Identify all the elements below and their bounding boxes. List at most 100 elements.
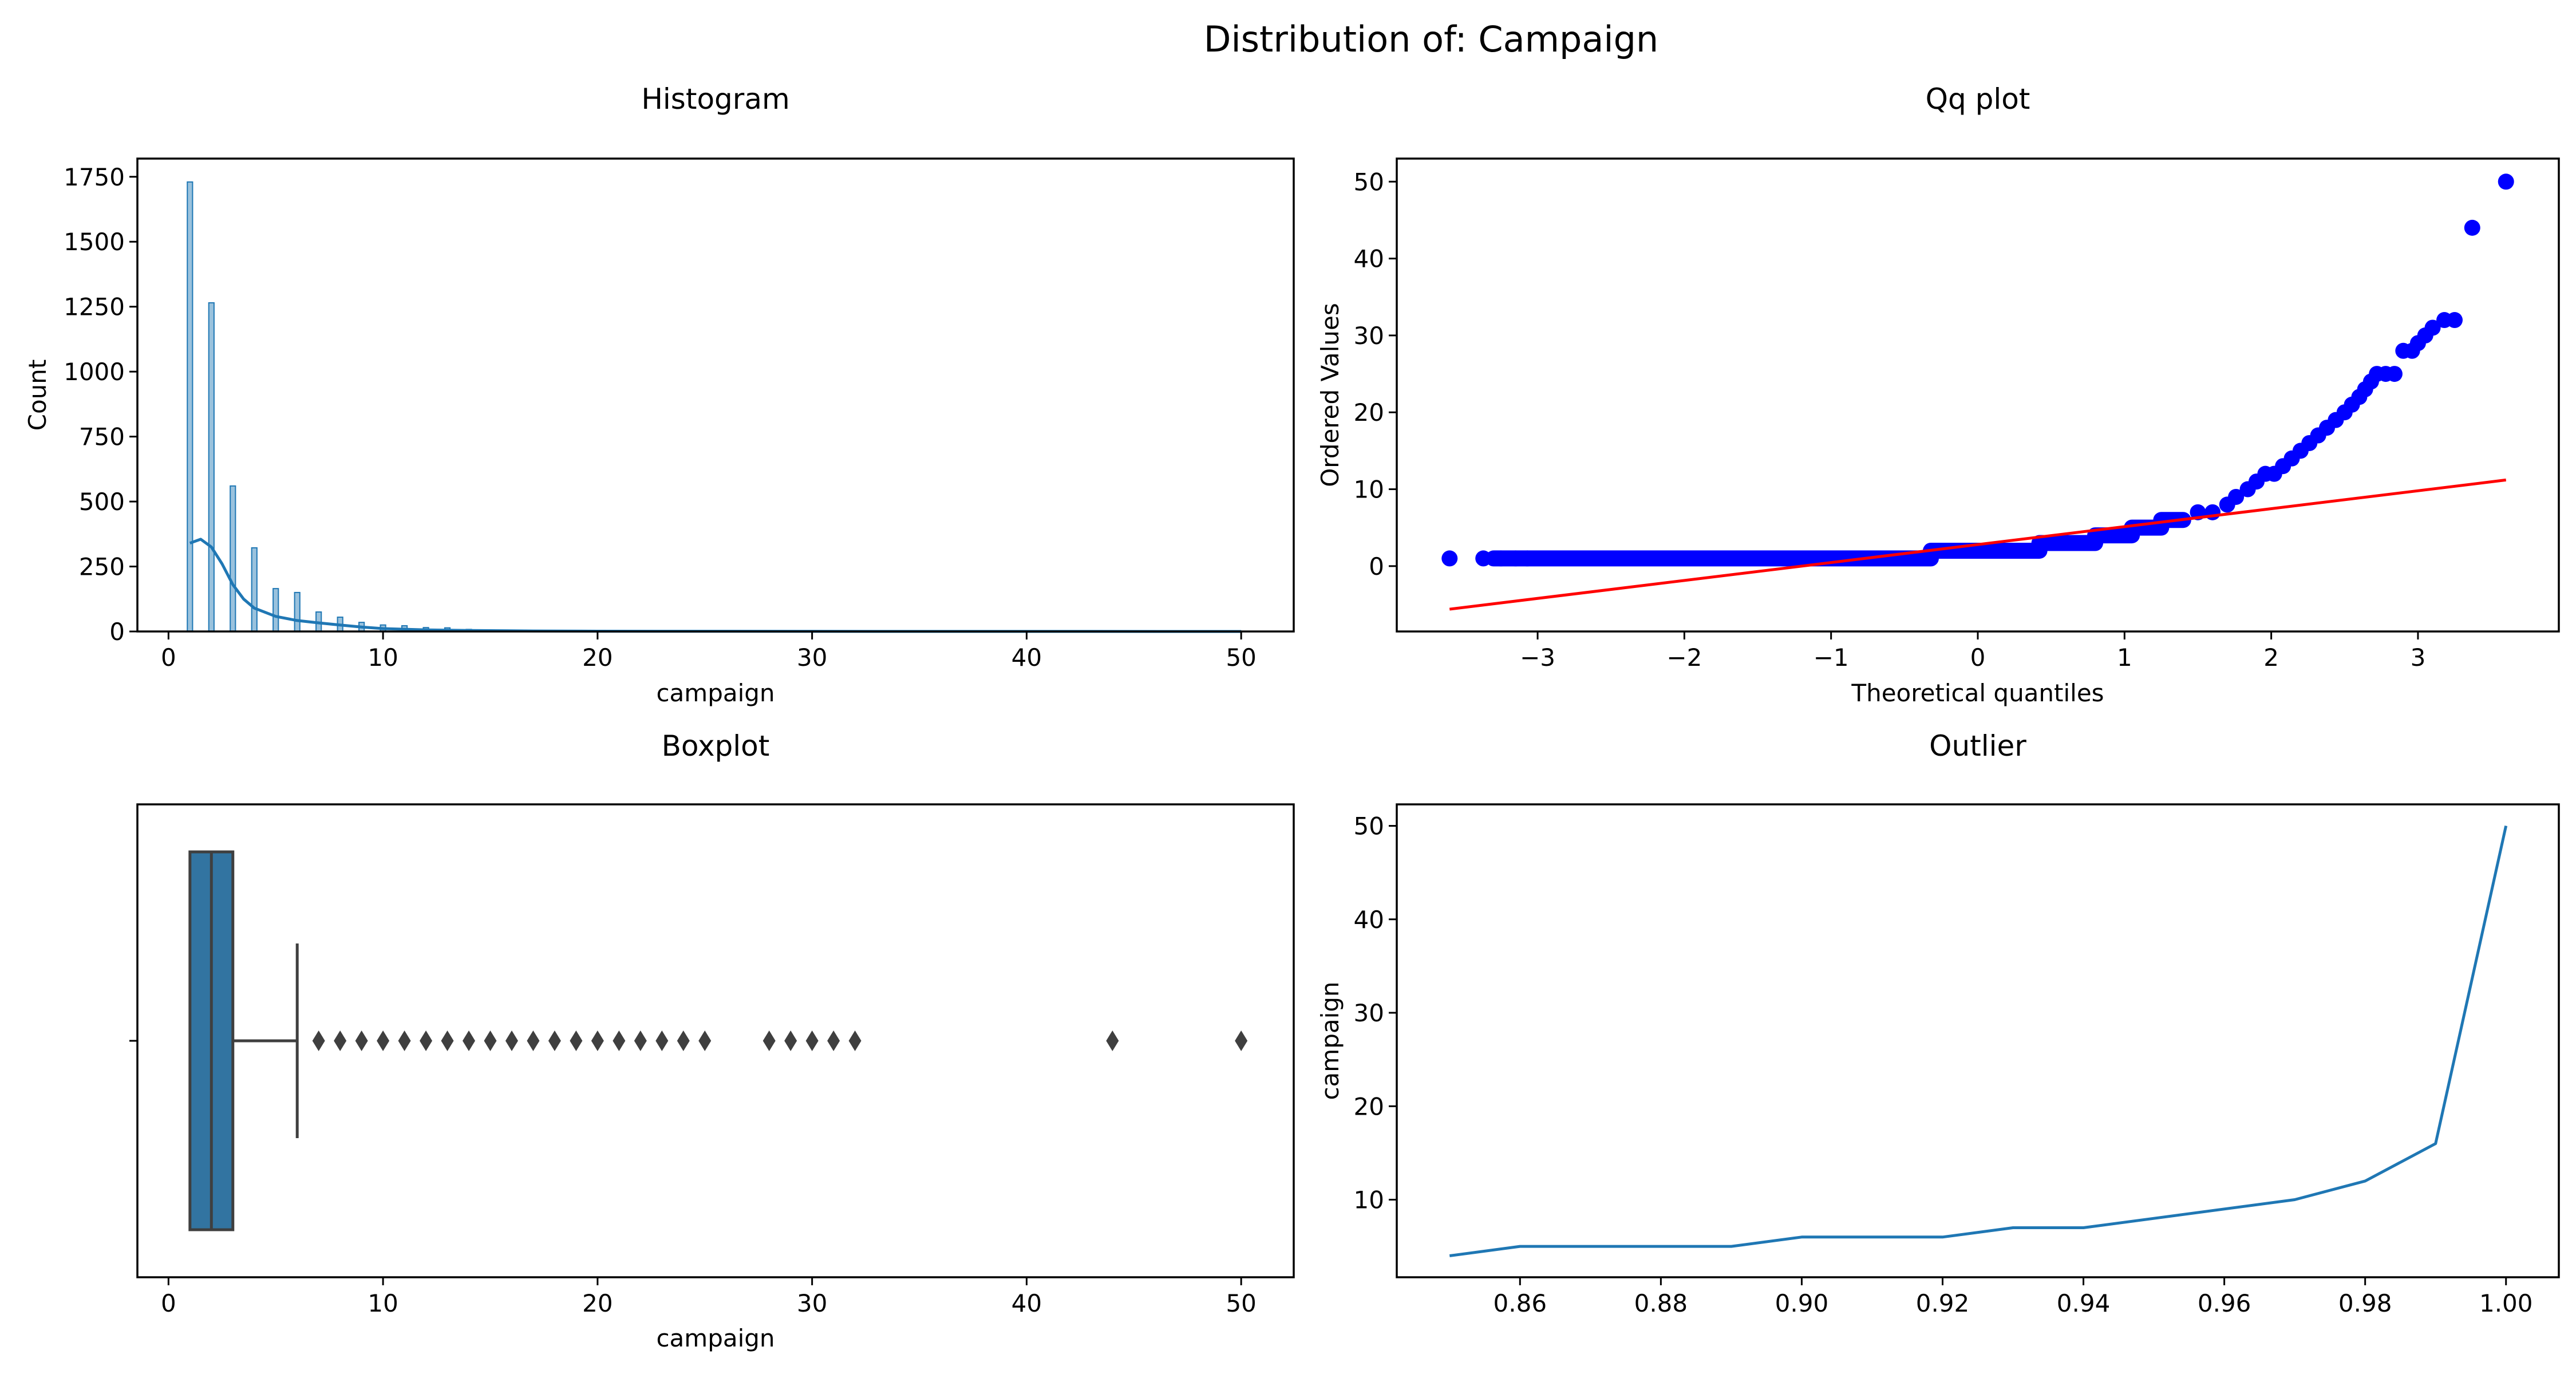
boxplot-outlier (827, 1030, 840, 1051)
histogram-y-tick-label: 0 (109, 618, 125, 646)
boxplot-outlier (634, 1030, 647, 1051)
boxplot-outlier (1106, 1030, 1119, 1051)
boxplot-x-tick-label: 40 (1012, 1289, 1042, 1317)
boxplot-outlier (591, 1030, 604, 1051)
boxplot-outlier (848, 1030, 862, 1051)
boxplot-x-tick-label: 0 (161, 1289, 176, 1317)
boxplot-outlier (355, 1030, 368, 1051)
boxplot-outlier (441, 1030, 454, 1051)
histogram-y-tick-label: 250 (79, 553, 125, 581)
qq-point (2498, 173, 2514, 190)
histogram-x-tick-label: 30 (797, 643, 827, 672)
boxplot-x-ticks: 0 10 20 30 40 50 (161, 1277, 1257, 1317)
qq-marks (1441, 173, 2514, 611)
boxplot-outlier (548, 1030, 561, 1051)
qq-y-ticks: 0 10 20 30 40 50 (1354, 168, 1397, 581)
qq-y-tick-label: 20 (1354, 398, 1384, 427)
histogram-panel: Histogram 0 10 20 30 40 50 0 250 500 750 1000 1250… (23, 82, 1295, 707)
qq-x-tick-label: 0 (1970, 643, 1986, 672)
histogram-y-label: Count (23, 360, 52, 431)
outlier-y-label: campaign (1316, 981, 1344, 1100)
boxplot-outlier (334, 1030, 347, 1051)
histogram-bar (251, 547, 258, 632)
outlier-axes-frame (1396, 803, 2560, 1278)
outlier-x-tick-label: 0.96 (2198, 1289, 2251, 1317)
outlier-x-tick-label: 0.94 (2057, 1289, 2111, 1317)
histogram-y-tick-label: 750 (79, 423, 125, 451)
outlier-x-tick-label: 0.86 (1494, 1289, 1547, 1317)
boxplot-x-tick-label: 50 (1226, 1289, 1256, 1317)
boxplot-x-label: campaign (656, 1324, 775, 1352)
qq-point (1441, 550, 1458, 567)
qq-panel: Qq plot −3 −2 −1 0 1 2 3 0 10 20 30 40 50 Theoretic… (1316, 82, 2560, 707)
qq-y-tick-label: 50 (1354, 168, 1384, 196)
qq-fit-line (1449, 478, 2507, 611)
qq-x-label: Theoretical quantiles (1851, 679, 2104, 707)
qq-point (1507, 550, 1524, 567)
qq-x-tick-label: 2 (2263, 643, 2279, 672)
boxplot-x-tick-label: 30 (797, 1289, 827, 1317)
outlier-title: Outlier (1929, 729, 2026, 763)
outlier-x-tick-label: 1.00 (2479, 1289, 2533, 1317)
boxplot-outlier (784, 1030, 797, 1051)
boxplot-outlier (505, 1030, 518, 1051)
histogram-bar (272, 588, 279, 632)
boxplot-outlier (655, 1030, 669, 1051)
qq-x-ticks: −3 −2 −1 0 1 2 3 (1520, 631, 2425, 672)
outlier-x-ticks: 0.86 0.88 0.90 0.92 0.94 0.96 0.98 1.00 (1494, 1277, 2533, 1317)
qq-x-tick-label: 3 (2411, 643, 2426, 672)
qq-y-tick-label: 10 (1354, 476, 1384, 504)
histogram-y-tick-label: 1000 (64, 358, 125, 386)
boxplot-outlier (570, 1030, 583, 1051)
histogram-bar (294, 591, 301, 633)
figure-title: Distribution of: Campaign (1204, 18, 1658, 60)
boxplot-x-tick-label: 10 (368, 1289, 398, 1317)
outlier-x-tick-label: 0.90 (1775, 1289, 1829, 1317)
boxplot-outlier (312, 1030, 325, 1051)
histogram-y-tick-label: 1500 (64, 228, 125, 256)
outlier-x-tick-label: 0.88 (1634, 1289, 1688, 1317)
qq-title: Qq plot (1926, 82, 2030, 116)
outlier-line (1449, 825, 2508, 1257)
boxplot-outlier (398, 1030, 411, 1051)
qq-y-tick-label: 30 (1354, 322, 1384, 350)
boxplot-outlier (1235, 1030, 1248, 1051)
qq-point (2424, 319, 2441, 336)
outlier-y-tick-label: 20 (1354, 1092, 1384, 1120)
qq-x-tick-label: −3 (1520, 643, 1555, 672)
boxplot-title: Boxplot (662, 729, 770, 763)
outlier-y-tick-label: 10 (1354, 1186, 1384, 1214)
qq-point (2464, 219, 2480, 236)
outlier-y-tick-label: 50 (1354, 812, 1384, 840)
outlier-y-ticks: 10 20 30 40 50 (1354, 812, 1397, 1214)
histogram-y-ticks: 0 250 500 750 1000 1250 1500 1750 (64, 163, 137, 646)
histogram-bar (230, 485, 236, 632)
boxplot-marks (188, 850, 1248, 1231)
outlier-y-tick-label: 30 (1354, 999, 1384, 1027)
histogram-title: Histogram (641, 82, 789, 116)
qq-point (2386, 366, 2403, 382)
histogram-x-ticks: 0 10 20 30 40 50 (161, 631, 1257, 672)
boxplot-outlier (377, 1030, 390, 1051)
qq-y-tick-label: 0 (1369, 552, 1384, 581)
outlier-x-tick-label: 0.92 (1916, 1289, 1970, 1317)
qq-point (2447, 312, 2463, 329)
histogram-x-tick-label: 0 (161, 643, 176, 672)
histogram-x-tick-label: 10 (368, 643, 398, 672)
qq-y-tick-label: 40 (1354, 245, 1384, 273)
boxplot-outlier (698, 1030, 712, 1051)
outlier-marks (1449, 825, 2508, 1257)
qq-point (2228, 488, 2245, 505)
histogram-x-label: campaign (656, 679, 775, 707)
boxplot-panel: Boxplot 0 10 20 30 40 50 campaign (129, 729, 1295, 1352)
outlier-x-tick-label: 0.98 (2338, 1289, 2392, 1317)
histogram-x-tick-label: 20 (582, 643, 613, 672)
boxplot-outlier (527, 1030, 540, 1051)
outlier-panel: Outlier 0.86 0.88 0.90 0.92 0.94 0.96 0.98 1.00… (1316, 729, 2560, 1317)
boxplot-outlier (463, 1030, 476, 1051)
qq-point (1492, 550, 1509, 567)
qq-x-tick-label: 1 (2117, 643, 2132, 672)
boxplot-outlier (805, 1030, 819, 1051)
